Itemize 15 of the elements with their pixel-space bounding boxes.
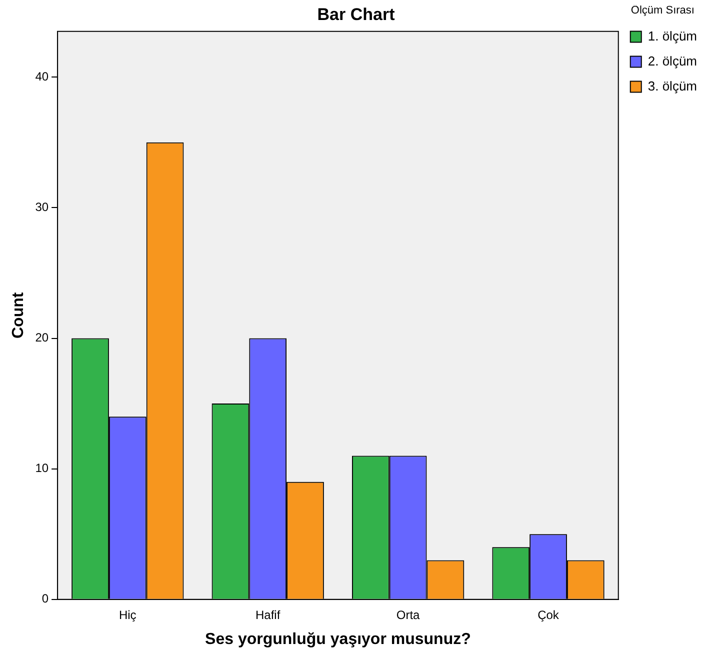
legend-label: 1. ölçüm <box>648 28 698 44</box>
y-tick-label: 10 <box>35 461 49 476</box>
x-tick-label: Orta <box>396 608 420 622</box>
y-tick-label: 40 <box>35 69 49 84</box>
legend-label: 2. ölçüm <box>648 53 698 68</box>
x-axis-title: Ses yorgunluğu yaşıyor musunuz? <box>205 630 471 648</box>
y-axis-title: Count <box>10 292 28 338</box>
chart-title: Bar Chart <box>317 4 396 24</box>
y-tick-label: 0 <box>42 592 49 606</box>
x-tick-label: Hiç <box>118 608 136 622</box>
y-tick-label: 30 <box>35 200 49 214</box>
x-tick-label: Hafif <box>256 608 281 622</box>
x-tick-label: Çok <box>538 608 560 622</box>
legend-label: 3. ölçüm <box>648 78 698 94</box>
y-tick-label: 20 <box>35 330 49 345</box>
